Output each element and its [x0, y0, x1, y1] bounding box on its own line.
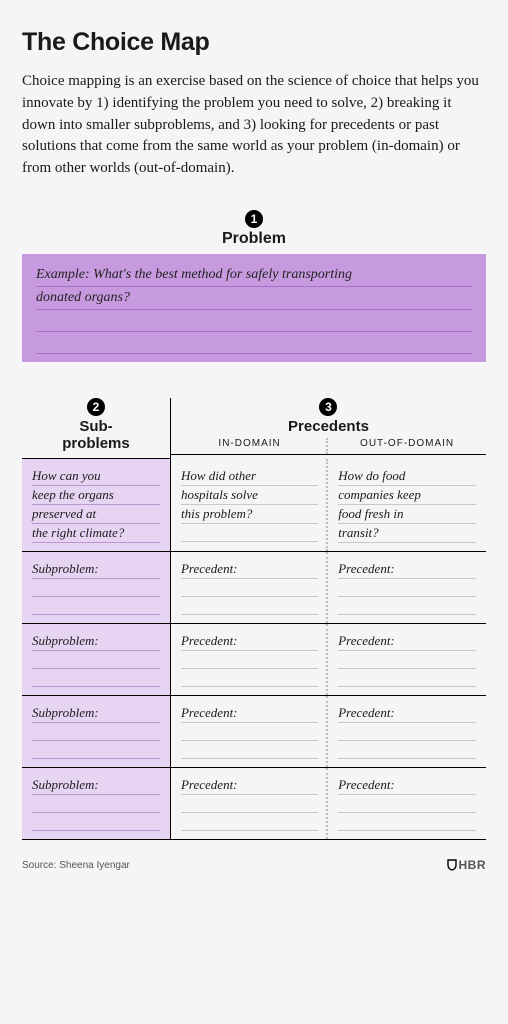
choice-map-table: 2 Sub-problems 3 Precedents IN-DOMAIN OU… [22, 398, 486, 841]
in-line [181, 669, 318, 687]
intro-text: Choice mapping is an exercise based on t… [22, 71, 486, 180]
in-line [181, 651, 318, 669]
table-row: Subproblem: Precedent: Precedent: [22, 552, 486, 624]
in-line [181, 524, 318, 542]
problem-line [36, 332, 472, 354]
problem-line: donated organs? [36, 287, 472, 310]
sub-line [32, 723, 160, 741]
in-line: hospitals solve [181, 486, 318, 505]
out-line [338, 795, 476, 813]
sub-line [32, 795, 160, 813]
out-line: Precedent: [338, 560, 476, 579]
in-line [181, 723, 318, 741]
step-2-label: Sub-problems [22, 418, 170, 453]
sub-line [32, 597, 160, 615]
table-row: How can you keep the organs preserved at… [22, 459, 486, 552]
in-line [181, 579, 318, 597]
out-line [338, 579, 476, 597]
brand-logo: HBR [447, 858, 487, 872]
col-head-in-domain: IN-DOMAIN [170, 438, 328, 454]
out-line: transit? [338, 524, 476, 543]
in-line: Precedent: [181, 632, 318, 651]
out-line [338, 651, 476, 669]
out-line: How do food [338, 467, 476, 486]
sub-line: keep the organs [32, 486, 160, 505]
brand-text: HBR [459, 858, 487, 872]
out-line [338, 669, 476, 687]
table-row: Subproblem: Precedent: Precedent: [22, 768, 486, 840]
out-line [338, 741, 476, 759]
step-2-badge: 2 [87, 398, 105, 416]
out-line: Precedent: [338, 704, 476, 723]
sub-line: Subproblem: [32, 776, 160, 795]
in-line: this problem? [181, 505, 318, 524]
sub-line: preserved at [32, 505, 160, 524]
out-line [338, 597, 476, 615]
sub-line: Subproblem: [32, 560, 160, 579]
step-1-badge: 1 [245, 210, 263, 228]
out-line [338, 723, 476, 741]
sub-line [32, 579, 160, 597]
in-line [181, 795, 318, 813]
out-line [338, 813, 476, 831]
sub-line [32, 813, 160, 831]
table-row: Subproblem: Precedent: Precedent: [22, 624, 486, 696]
in-line [181, 741, 318, 759]
sub-line: the right climate? [32, 524, 160, 543]
source-text: Source: Sheena Iyengar [22, 860, 130, 871]
sub-line [32, 741, 160, 759]
table-row: Subproblem: Precedent: Precedent: [22, 696, 486, 768]
sub-line: Subproblem: [32, 632, 160, 651]
problem-header: 1 Problem [22, 210, 486, 248]
shield-icon [447, 859, 457, 871]
out-line: food fresh in [338, 505, 476, 524]
out-line: Precedent: [338, 776, 476, 795]
step-1-label: Problem [222, 230, 286, 247]
in-line: Precedent: [181, 704, 318, 723]
col-head-out-domain: OUT-OF-DOMAIN [328, 438, 486, 454]
sub-line: How can you [32, 467, 160, 486]
out-line: companies keep [338, 486, 476, 505]
in-line [181, 813, 318, 831]
problem-box: Example: What's the best method for safe… [22, 254, 486, 362]
in-line [181, 597, 318, 615]
out-line: Precedent: [338, 632, 476, 651]
sub-line: Subproblem: [32, 704, 160, 723]
footer: Source: Sheena Iyengar HBR [22, 858, 486, 872]
in-line: Precedent: [181, 776, 318, 795]
sub-line [32, 669, 160, 687]
problem-line: Example: What's the best method for safe… [36, 264, 472, 287]
in-line: Precedent: [181, 560, 318, 579]
step-3-label: Precedents [171, 418, 486, 435]
problem-line [36, 310, 472, 332]
page-title: The Choice Map [22, 28, 486, 57]
step-3-badge: 3 [319, 398, 337, 416]
in-line: How did other [181, 467, 318, 486]
sub-line [32, 651, 160, 669]
